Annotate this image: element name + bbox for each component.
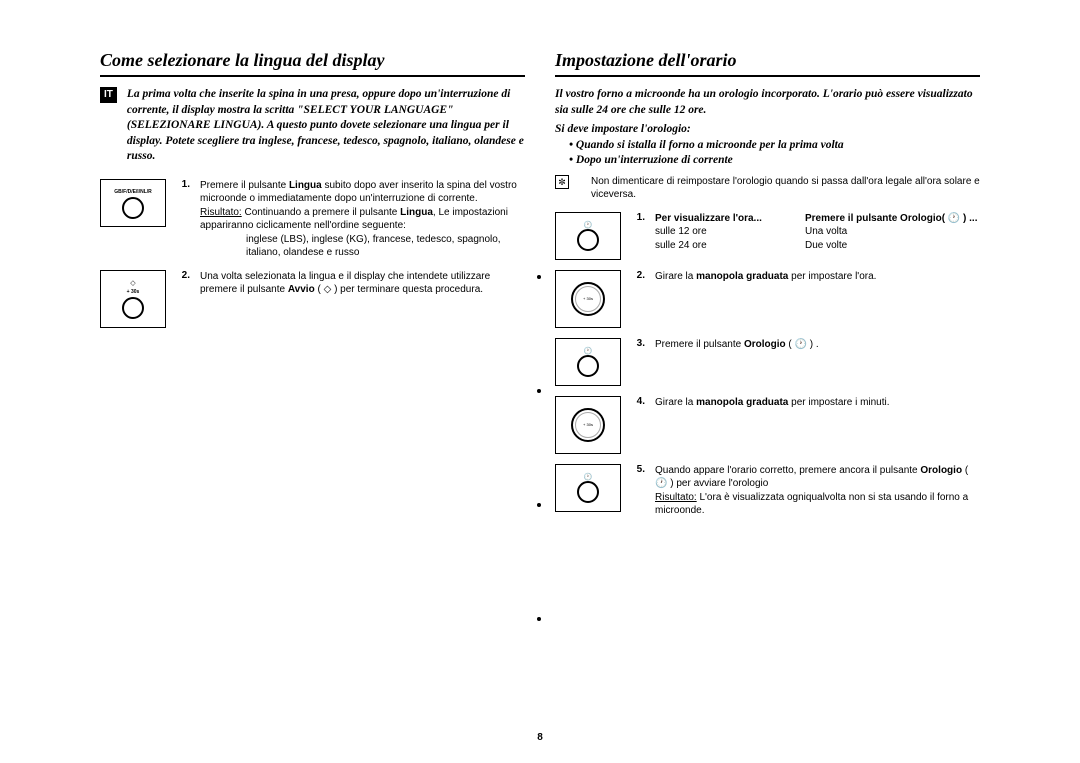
step-row: + 30s 4. Girare la manopola graduata per… bbox=[555, 396, 980, 454]
t: per impostare l'ora. bbox=[788, 271, 876, 282]
step-body: Per visualizzare l'ora... Premere il pul… bbox=[655, 212, 980, 253]
page-number: 8 bbox=[537, 732, 543, 743]
button-circle-icon bbox=[122, 297, 144, 319]
t: Premere il pulsante bbox=[655, 339, 744, 350]
bullet-item: • Quando si istalla il forno a microonde… bbox=[569, 138, 980, 154]
step-row: + 30s 2. Girare la manopola graduata per… bbox=[555, 270, 980, 328]
button-illustration-language: GB/F/D/E/I/NL/R bbox=[100, 179, 166, 227]
clock-icon: 🕐 bbox=[584, 347, 593, 355]
step-row: GB/F/D/E/I/NL/R 1. Premere il pulsante L… bbox=[100, 179, 525, 260]
note-icon: ✼ bbox=[555, 175, 569, 189]
binding-dots bbox=[537, 275, 541, 621]
bullet-item: • Dopo un'interruzione di corrente bbox=[569, 153, 980, 169]
left-column: Come selezionare la lingua del display I… bbox=[100, 50, 525, 518]
t: Due volte bbox=[805, 239, 980, 253]
illustration-label: GB/F/D/E/I/NL/R bbox=[114, 189, 152, 195]
dot-icon bbox=[537, 617, 541, 621]
start-diamond-icon: ◇ bbox=[130, 279, 135, 287]
left-heading: Come selezionare la lingua del display bbox=[100, 50, 525, 77]
t: ( 🕐 ) . bbox=[786, 339, 819, 350]
step-row: ◇ + 30s 2. Una volta selezionata la ling… bbox=[100, 270, 525, 328]
t: Girare la bbox=[655, 271, 696, 282]
left-intro-block: IT La prima volta che inserite la spina … bbox=[100, 87, 525, 165]
t: Per visualizzare l'ora... bbox=[655, 213, 762, 224]
dot-icon bbox=[537, 503, 541, 507]
button-illustration-start: ◇ + 30s bbox=[100, 270, 166, 328]
knob-icon: + 30s bbox=[571, 408, 605, 442]
language-badge: IT bbox=[100, 87, 117, 103]
note-row: ✼ Non dimenticare di reimpostare l'orolo… bbox=[555, 175, 980, 202]
t: Lingua bbox=[289, 180, 322, 191]
step-number: 2. bbox=[176, 270, 190, 281]
button-circle-icon bbox=[577, 355, 599, 377]
table-row: sulle 24 ore Due volte bbox=[655, 239, 980, 253]
button-illustration-clock: 🕐 bbox=[555, 464, 621, 512]
step-row: 🕐 3. Premere il pulsante Orologio ( 🕐 ) … bbox=[555, 338, 980, 386]
step-body: Quando appare l'orario corretto, premere… bbox=[655, 464, 980, 518]
result-label: Risultato: bbox=[655, 492, 697, 503]
button-circle-icon bbox=[122, 197, 144, 219]
knob-label: + 30s bbox=[575, 286, 601, 312]
knob-illustration: + 30s bbox=[555, 270, 621, 328]
t: Girare la bbox=[655, 397, 696, 408]
right-steps: 🕐 1. Per visualizzare l'ora... Premere i… bbox=[555, 212, 980, 518]
t: Avvio bbox=[288, 284, 315, 295]
dot-icon bbox=[537, 389, 541, 393]
t: Continuando a premere il pulsante bbox=[242, 207, 400, 218]
knob-illustration: + 30s bbox=[555, 396, 621, 454]
step-row: 🕐 1. Per visualizzare l'ora... Premere i… bbox=[555, 212, 980, 260]
step-body: Una volta selezionata la lingua e il dis… bbox=[200, 270, 525, 297]
left-intro-text: La prima volta che inserite la spina in … bbox=[127, 87, 525, 165]
t: L'ora è visualizzata ogniqualvolta non s… bbox=[655, 492, 968, 517]
knob-icon: + 30s bbox=[571, 282, 605, 316]
left-steps: GB/F/D/E/I/NL/R 1. Premere il pulsante L… bbox=[100, 179, 525, 328]
t: Orologio bbox=[920, 465, 962, 476]
t: Lingua bbox=[400, 207, 433, 218]
button-illustration-clock: 🕐 bbox=[555, 338, 621, 386]
table-row: sulle 12 ore Una volta bbox=[655, 225, 980, 239]
t: Orologio bbox=[744, 339, 786, 350]
table-header: Per visualizzare l'ora... Premere il pul… bbox=[655, 212, 980, 226]
step-number: 2. bbox=[631, 270, 645, 281]
right-column: Impostazione dell'orario Il vostro forno… bbox=[555, 50, 980, 518]
step-body: Premere il pulsante Orologio ( 🕐 ) . bbox=[655, 338, 980, 352]
t: Quando si istalla il forno a microonde p… bbox=[576, 139, 844, 151]
right-intro: Il vostro forno a microonde ha un orolog… bbox=[555, 87, 980, 118]
language-list: inglese (LBS), inglese (KG), francese, t… bbox=[200, 233, 525, 260]
t: Premere il pulsante bbox=[200, 180, 289, 191]
dot-icon bbox=[537, 275, 541, 279]
step-number: 5. bbox=[631, 464, 645, 475]
clock-icon: 🕐 bbox=[584, 221, 593, 229]
step-body: Girare la manopola graduata per impostar… bbox=[655, 396, 980, 410]
step-number: 1. bbox=[631, 212, 645, 223]
note-body: Non dimenticare di reimpostare l'orologi… bbox=[579, 175, 980, 202]
t: per impostare i minuti. bbox=[788, 397, 889, 408]
step-row: 🕐 5. Quando appare l'orario corretto, pr… bbox=[555, 464, 980, 518]
t: manopola graduata bbox=[696, 397, 788, 408]
t: manopola graduata bbox=[696, 271, 788, 282]
step-number: 1. bbox=[176, 179, 190, 190]
right-sub: Si deve impostare l'orologio: • Quando s… bbox=[555, 122, 980, 169]
t: sulle 12 ore bbox=[655, 225, 775, 239]
t: Dopo un'interruzione di corrente bbox=[576, 154, 733, 166]
step-body: Premere il pulsante Lingua subito dopo a… bbox=[200, 179, 525, 260]
t: ) per terminare questa procedura. bbox=[331, 284, 483, 295]
illustration-label: + 30s bbox=[127, 289, 140, 295]
result-label: Risultato: bbox=[200, 207, 242, 218]
button-illustration-clock: 🕐 bbox=[555, 212, 621, 260]
t: Premere il pulsante Orologio( 🕐 ) ... bbox=[805, 213, 977, 224]
step-body: Girare la manopola graduata per impostar… bbox=[655, 270, 980, 284]
clock-icon: 🕐 bbox=[584, 473, 593, 481]
t: Quando appare l'orario corretto, premere… bbox=[655, 465, 920, 476]
t: ( bbox=[315, 284, 324, 295]
step-number: 4. bbox=[631, 396, 645, 407]
t: sulle 24 ore bbox=[655, 239, 775, 253]
right-heading: Impostazione dell'orario bbox=[555, 50, 980, 77]
step-number: 3. bbox=[631, 338, 645, 349]
button-circle-icon bbox=[577, 481, 599, 503]
button-circle-icon bbox=[577, 229, 599, 251]
sub-heading: Si deve impostare l'orologio: bbox=[555, 122, 980, 138]
t: Una volta bbox=[805, 225, 980, 239]
knob-label: + 30s bbox=[575, 412, 601, 438]
